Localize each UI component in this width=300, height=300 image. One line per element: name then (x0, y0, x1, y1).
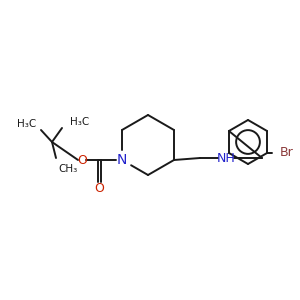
Text: O: O (77, 154, 87, 166)
Text: CH₃: CH₃ (58, 164, 77, 174)
Text: O: O (94, 182, 104, 196)
Text: H₃C: H₃C (17, 119, 36, 129)
Text: N: N (117, 153, 127, 167)
Text: H₃C: H₃C (70, 117, 89, 127)
Text: NH: NH (217, 152, 236, 164)
Text: Br: Br (280, 146, 294, 160)
